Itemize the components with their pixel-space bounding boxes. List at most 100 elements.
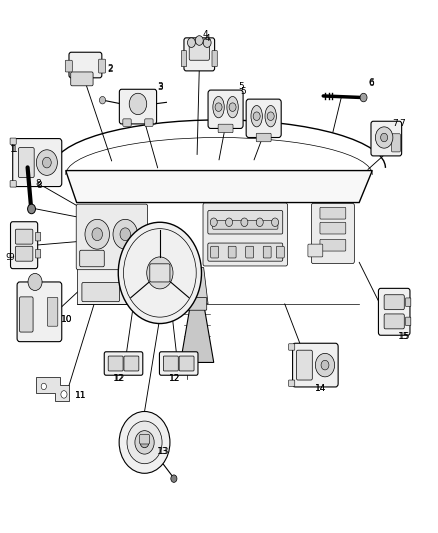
Circle shape: [147, 257, 173, 289]
FancyBboxPatch shape: [392, 134, 400, 152]
FancyBboxPatch shape: [35, 249, 41, 258]
FancyBboxPatch shape: [119, 89, 157, 124]
FancyBboxPatch shape: [13, 139, 62, 187]
Text: 2: 2: [107, 65, 113, 74]
FancyBboxPatch shape: [10, 181, 16, 187]
Text: 1: 1: [12, 145, 18, 154]
Ellipse shape: [213, 96, 224, 118]
Text: 2: 2: [107, 64, 113, 72]
Ellipse shape: [251, 106, 262, 127]
Text: 14: 14: [314, 384, 326, 392]
FancyBboxPatch shape: [11, 222, 38, 269]
Circle shape: [187, 38, 195, 47]
FancyBboxPatch shape: [246, 246, 254, 258]
Circle shape: [256, 218, 263, 227]
Circle shape: [210, 218, 217, 227]
FancyBboxPatch shape: [213, 221, 278, 229]
FancyBboxPatch shape: [276, 246, 284, 258]
Text: 11: 11: [74, 391, 86, 400]
FancyBboxPatch shape: [293, 343, 338, 387]
Text: 13: 13: [157, 448, 168, 456]
Circle shape: [42, 157, 51, 168]
FancyBboxPatch shape: [19, 297, 33, 332]
Circle shape: [36, 150, 57, 175]
Text: 1: 1: [10, 145, 15, 154]
FancyBboxPatch shape: [35, 232, 41, 241]
Text: 4: 4: [203, 30, 208, 39]
FancyBboxPatch shape: [208, 90, 243, 128]
Text: 12: 12: [113, 374, 124, 383]
Circle shape: [203, 38, 211, 47]
Text: 5: 5: [240, 87, 246, 96]
FancyBboxPatch shape: [150, 264, 170, 282]
FancyBboxPatch shape: [289, 344, 295, 350]
Text: 15: 15: [399, 333, 410, 341]
Circle shape: [226, 218, 233, 227]
Circle shape: [28, 273, 42, 290]
Ellipse shape: [227, 96, 238, 118]
Text: 6: 6: [368, 78, 374, 87]
FancyBboxPatch shape: [218, 124, 233, 133]
FancyBboxPatch shape: [108, 356, 123, 371]
FancyBboxPatch shape: [69, 52, 102, 78]
Text: 8: 8: [36, 181, 42, 190]
FancyBboxPatch shape: [184, 38, 215, 71]
Text: 9: 9: [5, 254, 11, 262]
FancyBboxPatch shape: [15, 229, 33, 244]
FancyBboxPatch shape: [308, 244, 323, 257]
Text: 12: 12: [114, 374, 125, 383]
Circle shape: [113, 220, 138, 249]
Text: 7: 7: [399, 119, 405, 128]
FancyBboxPatch shape: [212, 51, 217, 67]
FancyBboxPatch shape: [181, 51, 187, 67]
Circle shape: [129, 93, 147, 115]
Text: 15: 15: [398, 333, 409, 341]
Circle shape: [229, 103, 236, 111]
FancyBboxPatch shape: [104, 352, 143, 375]
Circle shape: [381, 133, 388, 142]
FancyBboxPatch shape: [228, 246, 236, 258]
FancyBboxPatch shape: [82, 282, 120, 302]
Circle shape: [272, 218, 279, 227]
Circle shape: [267, 112, 274, 120]
Circle shape: [92, 228, 102, 241]
FancyBboxPatch shape: [189, 42, 209, 60]
Circle shape: [241, 218, 248, 227]
Circle shape: [375, 127, 393, 148]
FancyBboxPatch shape: [320, 207, 346, 219]
Circle shape: [99, 96, 106, 104]
FancyBboxPatch shape: [145, 119, 153, 126]
FancyBboxPatch shape: [159, 352, 198, 375]
FancyBboxPatch shape: [123, 119, 131, 126]
FancyBboxPatch shape: [311, 203, 354, 263]
Text: 7: 7: [392, 119, 398, 128]
FancyBboxPatch shape: [320, 222, 346, 234]
FancyBboxPatch shape: [320, 239, 346, 251]
Text: 11: 11: [75, 391, 87, 400]
Circle shape: [41, 383, 46, 390]
Text: 4: 4: [205, 34, 211, 43]
FancyBboxPatch shape: [289, 380, 295, 386]
Circle shape: [140, 437, 149, 448]
FancyBboxPatch shape: [179, 356, 194, 371]
FancyBboxPatch shape: [187, 297, 207, 310]
FancyBboxPatch shape: [297, 350, 312, 380]
Circle shape: [28, 204, 35, 214]
Text: 12: 12: [169, 374, 180, 383]
FancyBboxPatch shape: [256, 133, 271, 142]
Circle shape: [127, 421, 162, 464]
Circle shape: [85, 220, 110, 249]
Circle shape: [215, 103, 222, 111]
FancyBboxPatch shape: [208, 243, 283, 261]
Text: 10: 10: [61, 316, 73, 324]
FancyBboxPatch shape: [71, 72, 93, 86]
FancyBboxPatch shape: [208, 211, 283, 234]
FancyBboxPatch shape: [65, 60, 72, 72]
FancyBboxPatch shape: [15, 246, 33, 261]
Circle shape: [135, 431, 154, 454]
FancyBboxPatch shape: [47, 297, 58, 326]
Polygon shape: [36, 377, 69, 401]
Polygon shape: [66, 171, 372, 203]
FancyBboxPatch shape: [124, 356, 139, 371]
Circle shape: [321, 360, 329, 370]
